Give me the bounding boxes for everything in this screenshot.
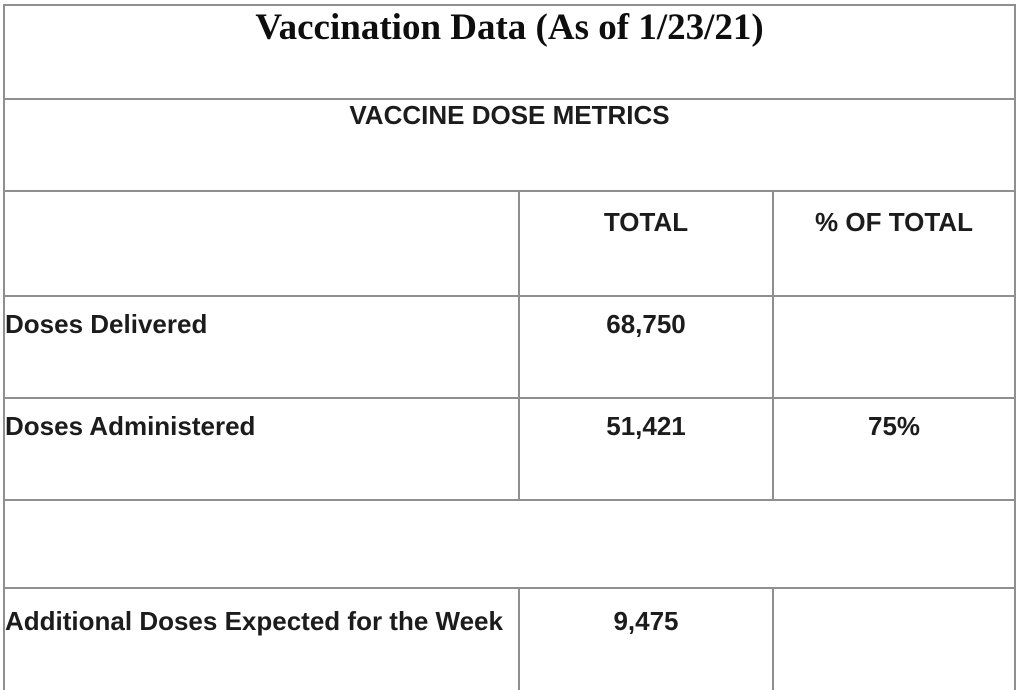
- cell-doses-administered-total: 51,421: [518, 397, 774, 501]
- table-subtitle: VACCINE DOSE METRICS: [2, 98, 1017, 192]
- table-row-additional-doses-expected: Additional Doses Expected for the Week 9…: [3, 587, 1017, 690]
- subtitle-row: VACCINE DOSE METRICS: [2, 98, 1017, 192]
- cell-additional-doses-total: 9,475: [518, 587, 774, 690]
- column-header-metric: [3, 190, 520, 297]
- cell-doses-delivered-total: 68,750: [518, 295, 774, 399]
- spacer-row: [2, 499, 1017, 589]
- spacer-cell: [2, 499, 1017, 589]
- header-row: TOTAL % OF TOTAL: [3, 190, 1017, 297]
- table-row-doses-administered: Doses Administered 51,421 75%: [3, 397, 1017, 501]
- cell-doses-administered-pct: 75%: [771, 397, 1017, 501]
- row-label-doses-administered: Doses Administered: [3, 397, 520, 501]
- row-label-additional-doses-expected: Additional Doses Expected for the Week: [3, 587, 520, 690]
- cell-doses-delivered-pct: [771, 295, 1017, 399]
- table-row-doses-delivered: Doses Delivered 68,750: [3, 295, 1017, 399]
- title-row: Vaccination Data (As of 1/23/21): [2, 4, 1017, 100]
- table-title: Vaccination Data (As of 1/23/21): [2, 4, 1017, 100]
- cell-additional-doses-pct: [771, 587, 1017, 690]
- vaccination-data-table: Vaccination Data (As of 1/23/21) VACCINE…: [2, 4, 1017, 690]
- row-label-doses-delivered: Doses Delivered: [3, 295, 520, 399]
- column-header-total: TOTAL: [518, 190, 774, 297]
- column-header-pct-of-total: % OF TOTAL: [771, 190, 1017, 297]
